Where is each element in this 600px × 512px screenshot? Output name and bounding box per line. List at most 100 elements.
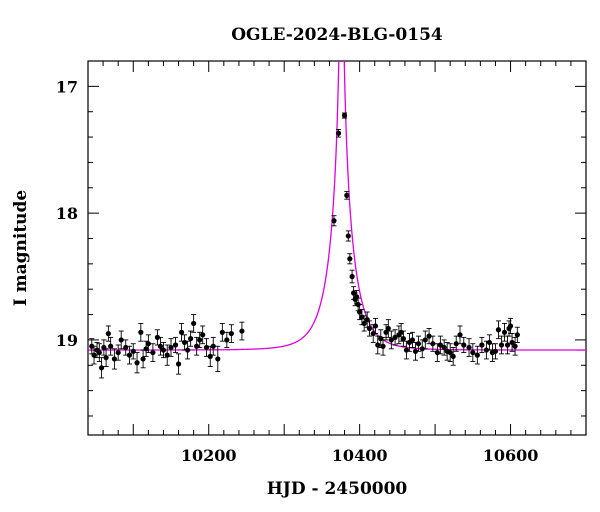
data-point (178, 322, 185, 342)
y-axis-label: I magnitude (11, 190, 31, 307)
point-marker (447, 349, 453, 356)
point-marker (191, 320, 197, 327)
data-point (347, 253, 353, 265)
point-marker (437, 342, 443, 348)
x-axis-label: HJD - 2450000 (267, 479, 408, 499)
point-marker (495, 327, 502, 333)
data-point (101, 339, 107, 356)
chart-title: OGLE-2024-BLG-0154 (231, 25, 443, 45)
point-marker (450, 353, 456, 359)
data-point (140, 349, 146, 369)
point-marker (507, 323, 514, 329)
data-point (447, 343, 453, 362)
data-point (492, 343, 499, 360)
point-marker (474, 352, 480, 358)
plot-frame (87, 60, 587, 436)
data-point (172, 336, 179, 354)
point-marker (207, 353, 213, 359)
data-point (123, 339, 129, 356)
point-marker (228, 330, 234, 337)
point-marker (412, 348, 419, 354)
data-point (474, 345, 480, 365)
x-tick-label: 10200 (181, 446, 237, 465)
point-marker (126, 352, 133, 358)
data-point (224, 331, 230, 348)
data-point (105, 325, 111, 342)
point-marker (335, 130, 342, 136)
data-point (98, 357, 105, 379)
data-point (392, 329, 398, 346)
point-marker (103, 355, 109, 361)
data-point (191, 314, 197, 333)
data-point (495, 320, 502, 340)
data-point (188, 330, 194, 347)
data-point (210, 336, 216, 356)
data-point (160, 342, 167, 359)
data-point (341, 112, 348, 119)
point-marker (388, 337, 394, 343)
point-marker (168, 344, 174, 351)
point-marker (331, 218, 337, 224)
data-point (507, 317, 514, 335)
point-marker (385, 325, 391, 332)
data-point (385, 319, 391, 338)
point-marker (203, 344, 210, 351)
point-marker (224, 337, 230, 343)
point-marker (140, 356, 146, 362)
point-marker (172, 342, 179, 348)
data-point (91, 345, 97, 365)
point-marker (130, 348, 136, 354)
data-point (203, 338, 210, 357)
point-marker (164, 352, 170, 358)
point-marker (200, 332, 206, 338)
point-marker (115, 349, 121, 356)
data-point (512, 336, 518, 356)
point-marker (175, 361, 182, 367)
data-point (228, 324, 234, 343)
point-marker (512, 343, 518, 349)
point-marker (403, 347, 410, 353)
point-marker (441, 344, 447, 351)
x-tick-label: 10400 (332, 446, 388, 465)
point-marker (409, 337, 416, 343)
data-points (89, 112, 520, 379)
point-marker (181, 339, 188, 346)
data-point (470, 343, 476, 362)
point-marker (150, 349, 156, 356)
data-point (239, 321, 245, 341)
point-marker (145, 341, 151, 347)
point-marker (347, 256, 353, 262)
point-marker (239, 328, 245, 334)
data-point (215, 345, 221, 373)
point-marker (108, 343, 114, 349)
point-marker (509, 339, 515, 346)
data-point (437, 335, 443, 355)
data-point (134, 352, 140, 374)
data-point (197, 331, 203, 348)
axis-ticks (88, 60, 587, 435)
data-point (509, 333, 515, 352)
data-point (498, 335, 505, 355)
data-point (415, 335, 422, 352)
data-point (335, 129, 342, 138)
point-marker (96, 349, 102, 356)
point-marker (194, 343, 200, 349)
point-marker (210, 343, 216, 349)
point-marker (160, 347, 167, 353)
data-point (400, 330, 406, 347)
data-point (388, 330, 394, 350)
data-point (375, 335, 381, 355)
point-marker (498, 342, 505, 348)
data-point (372, 317, 379, 335)
data-point (154, 329, 161, 346)
data-point (453, 335, 459, 352)
data-point (331, 215, 337, 227)
point-marker (345, 233, 351, 239)
data-point (185, 340, 191, 360)
point-marker (157, 343, 164, 349)
plot-area (88, 61, 586, 379)
data-point (409, 331, 416, 348)
data-point (138, 322, 144, 342)
point-marker (392, 334, 398, 340)
